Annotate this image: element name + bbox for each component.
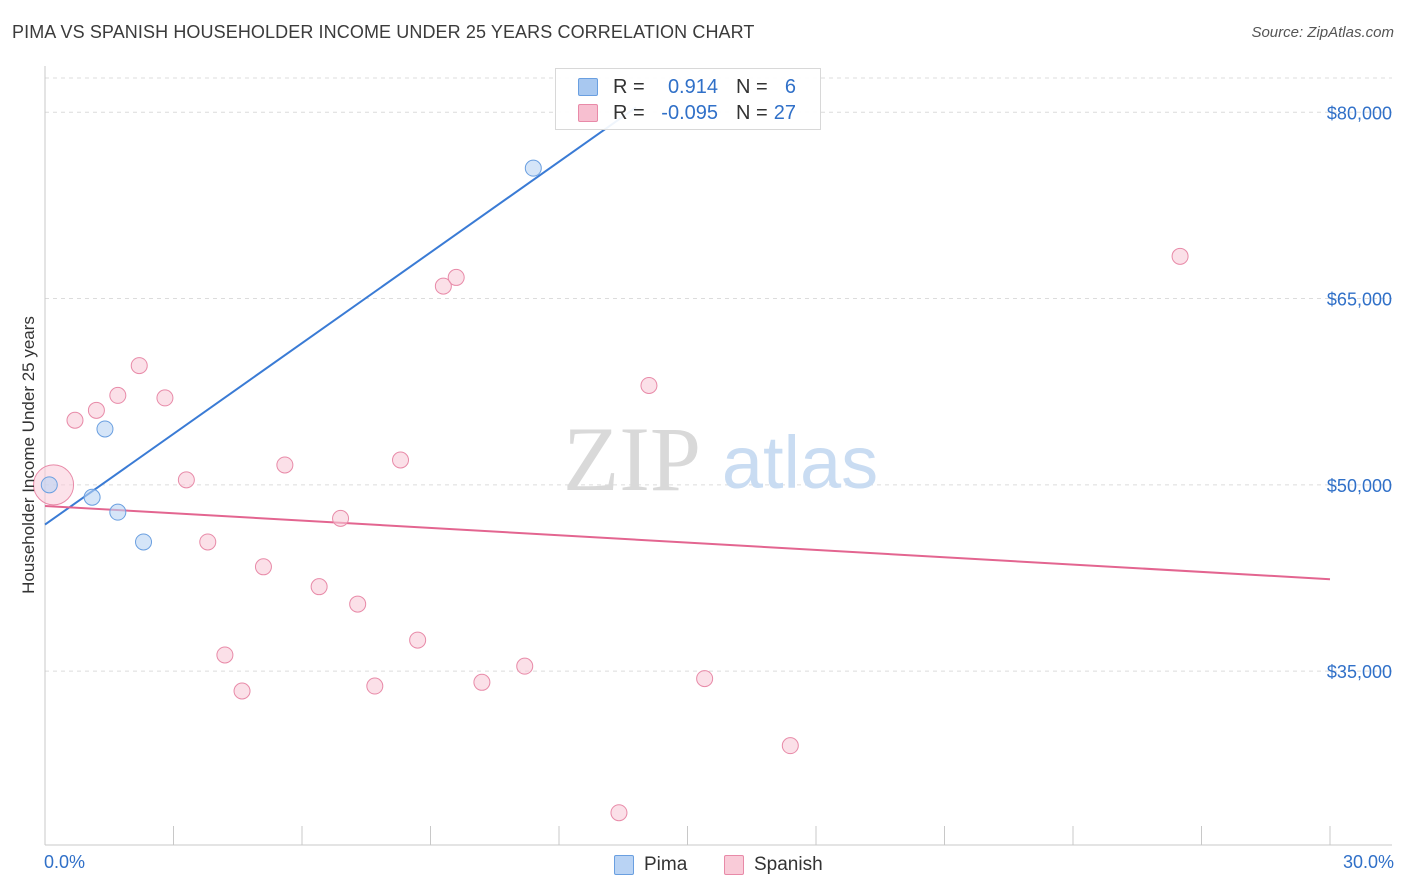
bottom-legend-label-pima: Pima (644, 854, 688, 875)
point-spanish (409, 631, 427, 649)
legend-n-label: N = (736, 102, 768, 124)
legend-row-spanish: R = -0.095 N = 27 (556, 100, 820, 126)
trend-line-spanish (44, 504, 1331, 581)
legend-r-label: R = (613, 102, 645, 124)
legend-row-pima: R = 0.914 N = 6 (556, 74, 820, 100)
y-tick-label: $80,000 (1327, 103, 1392, 123)
trend-line-pima (44, 106, 637, 526)
point-spanish (66, 411, 84, 429)
legend-swatch-spanish (578, 104, 598, 122)
point-pima (109, 503, 127, 521)
point-spanish (332, 509, 350, 527)
watermark-atlas: atlas (722, 421, 878, 504)
point-spanish (473, 673, 491, 691)
y-axis-label: Householder Income Under 25 years (19, 316, 38, 594)
point-spanish (199, 533, 217, 551)
legend-r-label: R = (613, 76, 645, 98)
chart-title: PIMA VS SPANISH HOUSEHOLDER INCOME UNDER… (12, 22, 755, 42)
point-pima (524, 159, 542, 177)
point-spanish (216, 646, 234, 664)
point-pima (40, 476, 58, 494)
point-spanish (109, 386, 127, 404)
point-spanish (516, 657, 534, 675)
axes (44, 66, 1392, 846)
point-spanish (610, 804, 628, 822)
point-spanish (366, 677, 384, 695)
point-spanish (87, 401, 105, 419)
point-spanish (310, 578, 328, 596)
data-points (33, 159, 1189, 822)
legend-swatch-pima (578, 78, 598, 96)
y-tick-labels: $35,000 $50,000 $65,000 $80,000 (1327, 103, 1392, 682)
point-spanish (156, 389, 174, 407)
point-spanish (434, 277, 452, 295)
point-spanish (177, 471, 195, 489)
watermark-zip: ZIP (563, 408, 701, 510)
point-spanish (233, 682, 251, 700)
bottom-legend-swatch-pima (614, 855, 634, 875)
point-spanish (392, 451, 410, 469)
point-spanish (1171, 247, 1189, 265)
point-spanish (640, 376, 658, 394)
point-spanish (781, 737, 799, 755)
legend-r-value: 0.914 (667, 76, 718, 98)
point-spanish (696, 670, 714, 688)
point-pima (96, 420, 114, 438)
y-tick-label: $35,000 (1327, 662, 1392, 682)
x-tick-label-max: 30.0% (1342, 852, 1394, 872)
legend-r-value: -0.095 (661, 102, 718, 124)
point-spanish (447, 268, 465, 286)
legend-n-value: 27 (773, 102, 796, 124)
legend-n-value: 6 (784, 76, 796, 98)
legend-n-label: N = (736, 76, 768, 98)
point-pima (135, 533, 153, 551)
point-spanish (349, 595, 367, 613)
x-tick-label-min: 0.0% (44, 852, 86, 872)
y-tick-label: $65,000 (1327, 290, 1392, 310)
bottom-legend: Pima Spanish (0, 852, 1406, 878)
source-credit: Source: ZipAtlas.com (1251, 24, 1394, 41)
point-pima (83, 488, 101, 506)
bottom-legend-label-spanish: Spanish (754, 854, 823, 875)
legend-box: R = 0.914 N = 6 R = -0.095 N = 27 (555, 68, 821, 130)
trend-lines (44, 106, 1331, 581)
point-spanish (254, 558, 272, 576)
y-tick-label: $50,000 (1327, 476, 1392, 496)
bottom-legend-swatch-spanish (724, 855, 744, 875)
point-spanish (130, 357, 148, 375)
grid-lines (45, 77, 1392, 672)
point-spanish (276, 456, 294, 474)
watermark: ZIP atlas (563, 408, 878, 510)
